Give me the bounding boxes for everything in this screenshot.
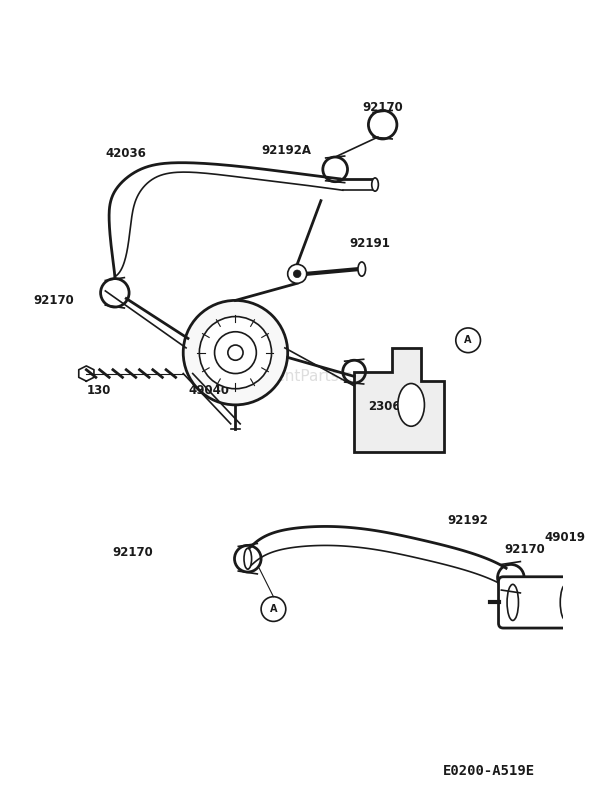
Ellipse shape	[358, 262, 366, 276]
Text: 92191: 92191	[349, 237, 391, 250]
Ellipse shape	[244, 548, 251, 569]
Text: 49040: 49040	[188, 384, 229, 397]
Text: 92170: 92170	[504, 543, 546, 555]
Text: 92192A: 92192A	[261, 144, 311, 157]
Text: A: A	[464, 336, 472, 345]
Polygon shape	[354, 348, 444, 452]
Text: 49019: 49019	[544, 531, 585, 544]
FancyBboxPatch shape	[499, 576, 580, 628]
Text: 130: 130	[86, 384, 111, 397]
Circle shape	[288, 264, 307, 283]
Text: 23062: 23062	[368, 400, 409, 413]
Text: 42036: 42036	[106, 147, 146, 159]
Circle shape	[215, 332, 256, 374]
Text: E0200-A519E: E0200-A519E	[442, 764, 535, 778]
Text: A: A	[270, 604, 277, 614]
Text: 92170: 92170	[112, 546, 153, 559]
Circle shape	[183, 300, 288, 405]
Ellipse shape	[372, 178, 378, 192]
Text: 92192: 92192	[448, 514, 489, 527]
Text: 92170: 92170	[362, 101, 403, 114]
Ellipse shape	[398, 383, 424, 426]
Circle shape	[293, 270, 301, 278]
Circle shape	[199, 316, 271, 389]
Text: eReplacementParts.com: eReplacementParts.com	[190, 369, 376, 384]
Text: 92170: 92170	[33, 294, 74, 307]
